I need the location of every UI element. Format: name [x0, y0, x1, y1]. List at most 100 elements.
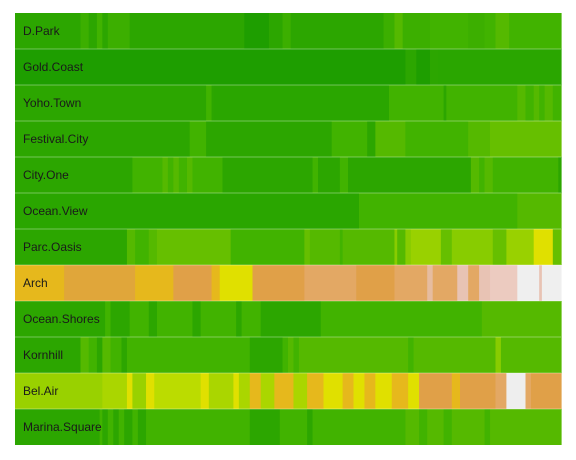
heatmap-cell	[288, 337, 295, 373]
heatmap-cell	[282, 337, 289, 373]
heatmap-cell	[438, 49, 562, 85]
heatmap-cell	[96, 13, 103, 49]
heatmap-cell	[443, 85, 447, 121]
heatmap-cell	[102, 337, 112, 373]
row-separator	[15, 408, 561, 410]
row-label: Parc.Oasis	[23, 240, 82, 254]
heatmap-cell	[124, 409, 133, 445]
heatmap-cell	[88, 337, 98, 373]
heatmap-cell	[358, 193, 518, 229]
heatmap-cell	[99, 409, 103, 445]
heatmap-cell	[268, 13, 284, 49]
heatmap-cell	[293, 373, 308, 409]
heatmap-cell	[530, 373, 562, 409]
heatmap-cell	[468, 13, 486, 49]
heatmap-cell	[459, 373, 497, 409]
heatmap-cell	[405, 229, 412, 265]
heatmap-cell	[331, 121, 368, 157]
heatmap-cell	[121, 337, 128, 373]
heatmap-cell	[249, 373, 262, 409]
heatmap-cell	[468, 265, 480, 301]
heatmap-cell	[236, 301, 243, 337]
heatmap-cell	[495, 13, 510, 49]
heatmap-cell	[249, 409, 281, 445]
heatmap-cell	[206, 85, 213, 121]
heatmap-cell	[129, 301, 150, 337]
heatmap-cell	[451, 409, 486, 445]
heatmap-cell	[405, 49, 417, 85]
heatmap-cell	[260, 301, 322, 337]
row-label: Bel.Air	[23, 384, 58, 398]
heatmap-cell	[391, 373, 409, 409]
heatmap-cell	[432, 265, 458, 301]
heatmap-cell	[15, 265, 65, 301]
heatmap-cell	[15, 121, 191, 157]
heatmap-cell	[293, 337, 300, 373]
heatmap-cell	[410, 229, 442, 265]
heatmap-row: Yoho.Town	[15, 84, 562, 121]
heatmap-cell	[443, 409, 453, 445]
heatmap-cell	[440, 229, 453, 265]
heatmap-cell	[525, 373, 532, 409]
heatmap-cell	[15, 373, 103, 409]
heatmap-cell	[290, 13, 385, 49]
heatmap-cell	[408, 373, 420, 409]
row-separator	[15, 84, 561, 86]
heatmap-cell	[481, 301, 562, 337]
row-separator	[15, 156, 561, 158]
heatmap-cell	[375, 373, 393, 409]
heatmap-row: Festival.City	[15, 120, 562, 157]
heatmap-cell	[405, 121, 469, 157]
heatmap-cell	[490, 409, 562, 445]
heatmap-cell	[394, 13, 404, 49]
heatmap-cell	[132, 409, 139, 445]
heatmap-cell	[517, 193, 562, 229]
heatmap-cell	[490, 265, 518, 301]
heatmap-cell	[107, 409, 114, 445]
heatmap-cell	[307, 373, 325, 409]
heatmap-cell	[192, 301, 202, 337]
heatmap-cell	[110, 301, 131, 337]
heatmap-cell	[397, 229, 406, 265]
heatmap-cell	[394, 229, 398, 265]
heatmap-cell	[113, 409, 120, 445]
heatmap-cell	[132, 157, 164, 193]
heatmap-cell	[375, 121, 406, 157]
row-separator	[15, 336, 561, 338]
heatmap-row: Bel.Air	[15, 372, 562, 409]
heatmap-cell	[156, 229, 232, 265]
heatmap-cell	[173, 157, 180, 193]
heatmap-cell	[419, 409, 428, 445]
heatmap-cell	[451, 229, 494, 265]
heatmap-cell	[132, 373, 147, 409]
heatmap-cell	[162, 157, 169, 193]
heatmap-cell	[167, 157, 174, 193]
heatmap-cell	[154, 373, 202, 409]
heatmap-cell	[129, 13, 245, 49]
heatmap-cell	[148, 229, 158, 265]
heatmap-cell	[64, 265, 136, 301]
heatmap-cell	[468, 121, 491, 157]
heatmap-cell	[126, 337, 251, 373]
heatmap-rows: D.Park Gold.Coast Yoho.Town Festival.City Ci…	[15, 13, 562, 445]
heatmap-cell	[249, 337, 284, 373]
heatmap-cell	[492, 157, 559, 193]
row-separator	[15, 48, 561, 50]
row-separator	[15, 120, 561, 122]
heatmap-cell	[118, 409, 125, 445]
row-label: Arch	[23, 276, 48, 290]
heatmap-cell	[156, 301, 194, 337]
heatmap-cell	[509, 13, 562, 49]
heatmap-cell	[102, 409, 109, 445]
row-separator	[15, 372, 561, 374]
heatmap-cell	[260, 373, 275, 409]
heatmap-cell	[405, 409, 420, 445]
heatmap-cell	[241, 301, 262, 337]
heatmap-cell	[105, 301, 112, 337]
row-label: City.One	[23, 168, 69, 182]
heatmap-row: City.One	[15, 156, 562, 193]
heatmap-cell	[367, 121, 376, 157]
heatmap-cell	[252, 265, 305, 301]
heatmap-cell	[15, 157, 133, 193]
